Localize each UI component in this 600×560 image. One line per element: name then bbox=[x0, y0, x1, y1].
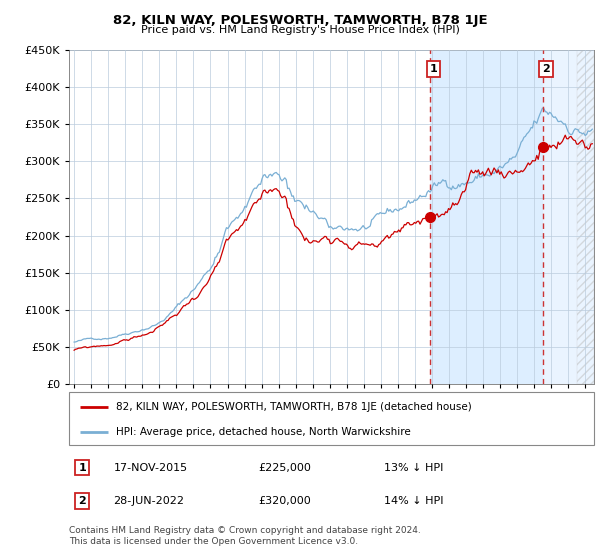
Text: £320,000: £320,000 bbox=[258, 496, 311, 506]
Bar bbox=[430, 50, 542, 384]
Text: £225,000: £225,000 bbox=[258, 463, 311, 473]
Text: 2: 2 bbox=[78, 496, 86, 506]
Text: Price paid vs. HM Land Registry's House Price Index (HPI): Price paid vs. HM Land Registry's House … bbox=[140, 25, 460, 35]
Text: 82, KILN WAY, POLESWORTH, TAMWORTH, B78 1JE: 82, KILN WAY, POLESWORTH, TAMWORTH, B78 … bbox=[113, 14, 487, 27]
Text: 28-JUN-2022: 28-JUN-2022 bbox=[113, 496, 185, 506]
Text: Contains HM Land Registry data © Crown copyright and database right 2024.
This d: Contains HM Land Registry data © Crown c… bbox=[69, 526, 421, 546]
Bar bbox=[577, 50, 594, 384]
Text: 14% ↓ HPI: 14% ↓ HPI bbox=[384, 496, 443, 506]
Text: 1: 1 bbox=[430, 64, 437, 74]
Text: 13% ↓ HPI: 13% ↓ HPI bbox=[384, 463, 443, 473]
Text: 2: 2 bbox=[542, 64, 550, 74]
Text: 82, KILN WAY, POLESWORTH, TAMWORTH, B78 1JE (detached house): 82, KILN WAY, POLESWORTH, TAMWORTH, B78 … bbox=[116, 402, 472, 412]
Text: 17-NOV-2015: 17-NOV-2015 bbox=[113, 463, 188, 473]
Bar bbox=[69, 50, 430, 384]
Bar bbox=[542, 50, 594, 384]
Text: 1: 1 bbox=[78, 463, 86, 473]
FancyBboxPatch shape bbox=[69, 392, 594, 445]
Text: HPI: Average price, detached house, North Warwickshire: HPI: Average price, detached house, Nort… bbox=[116, 427, 411, 437]
